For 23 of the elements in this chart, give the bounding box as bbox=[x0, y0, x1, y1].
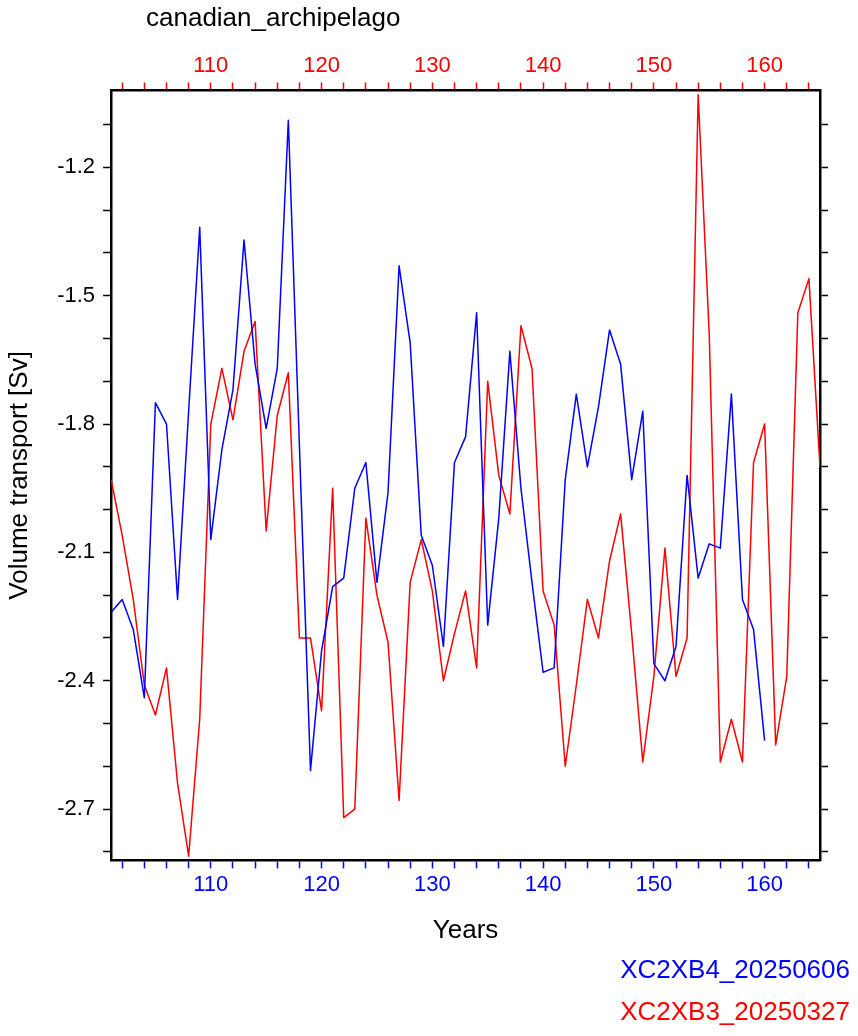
x-tick-label: 110 bbox=[193, 870, 229, 896]
y-tick-label: -1.8 bbox=[57, 410, 96, 436]
x2-tick-label: 150 bbox=[635, 52, 673, 78]
y-tick-label: -2.7 bbox=[57, 795, 96, 821]
x-tick-label: 160 bbox=[746, 870, 783, 896]
x2-tick-label: 110 bbox=[193, 52, 229, 78]
text: XC2XB3_20250327 bbox=[620, 995, 850, 1028]
y-tick-label: -1.5 bbox=[57, 281, 96, 307]
y-axis-title: Volume transport [Sv] bbox=[2, 351, 33, 600]
x2-tick-label: 130 bbox=[413, 52, 451, 78]
x-tick-label: 120 bbox=[303, 870, 340, 896]
x-tick-label: 130 bbox=[413, 870, 451, 896]
chart-title: canadian_archipelago bbox=[146, 2, 401, 33]
x-axis-title: Years bbox=[432, 913, 499, 944]
y-tick-label: -2.1 bbox=[57, 538, 96, 564]
x-tick-label: 140 bbox=[524, 870, 562, 896]
y-tick-label: -2.4 bbox=[57, 666, 96, 692]
y-tick-label: -1.2 bbox=[57, 153, 96, 179]
x-tick-label: 150 bbox=[635, 870, 673, 896]
x2-tick-label: 140 bbox=[524, 52, 562, 78]
x2-tick-label: 160 bbox=[746, 52, 783, 78]
x2-tick-label: 120 bbox=[303, 52, 340, 78]
text: XC2XB4_20250606 bbox=[620, 953, 850, 986]
